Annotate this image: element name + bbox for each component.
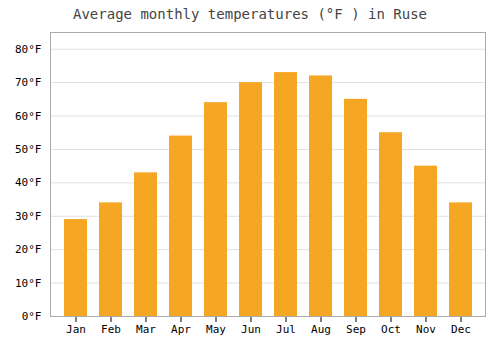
html-text:Average monthly temperatures (: Average monthly temperatures (°F ) in Ru… <box>73 6 427 22</box>
svg-text:Mar: Mar <box>136 323 156 336</box>
svg-text:50°F: 50°F <box>15 143 42 156</box>
svg-text:Nov: Nov <box>416 323 436 336</box>
svg-text:May: May <box>206 323 226 336</box>
svg-text:Dec: Dec <box>451 323 471 336</box>
svg-text:Jul: Jul <box>276 323 296 336</box>
svg-text:Aug: Aug <box>311 323 331 336</box>
svg-text:40°F: 40°F <box>15 176 42 189</box>
svg-text:60°F: 60°F <box>15 110 42 123</box>
svg-text:Feb: Feb <box>101 323 121 336</box>
svg-text:0°F: 0°F <box>22 310 42 323</box>
svg-text:20°F: 20°F <box>15 243 42 256</box>
svg-text:Sep: Sep <box>346 323 366 336</box>
svg-text:10°F: 10°F <box>15 277 42 290</box>
svg-text:Jun: Jun <box>241 323 261 336</box>
svg-text:Jan: Jan <box>66 323 86 336</box>
svg-text:80°F: 80°F <box>15 43 42 56</box>
svg-text:30°F: 30°F <box>15 210 42 223</box>
svg-text:Apr: Apr <box>171 323 191 336</box>
svg-text:70°F: 70°F <box>15 76 42 89</box>
svg-text:Oct: Oct <box>381 323 401 336</box>
